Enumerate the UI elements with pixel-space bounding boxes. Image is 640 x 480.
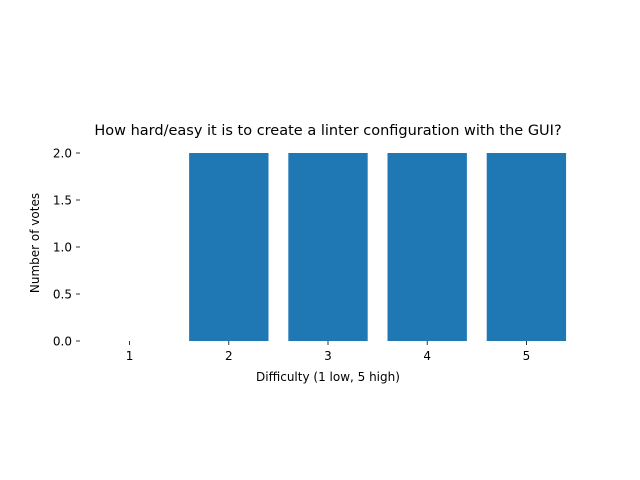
y-tick-label-2.0: 2.0 [53, 147, 72, 161]
x-tick-label-1: 1 [126, 349, 134, 363]
chart-title: How hard/easy it is to create a linter c… [94, 123, 561, 139]
bar-2 [189, 153, 269, 341]
bar-4 [387, 153, 467, 341]
y-axis-label: Number of votes [28, 193, 42, 293]
x-tick-label-3: 3 [324, 349, 332, 363]
x-tick-label-2: 2 [225, 349, 233, 363]
y-tick-label-1.5: 1.5 [53, 194, 72, 208]
bar-5 [486, 153, 567, 341]
y-tick-label-1.0: 1.0 [53, 241, 72, 255]
y-tick-label-0.0: 0.0 [53, 335, 72, 349]
y-axis-ticks: 0.0 0.5 1.0 1.5 2.0 [53, 147, 80, 349]
x-axis-label: Difficulty (1 low, 5 high) [256, 370, 400, 384]
x-tick-label-5: 5 [523, 349, 531, 363]
bars-group [189, 153, 567, 341]
bar-3 [288, 153, 368, 341]
x-tick-label-4: 4 [423, 349, 431, 363]
x-axis-ticks: 1 2 3 4 5 [126, 341, 530, 363]
y-tick-label-0.5: 0.5 [53, 288, 72, 302]
